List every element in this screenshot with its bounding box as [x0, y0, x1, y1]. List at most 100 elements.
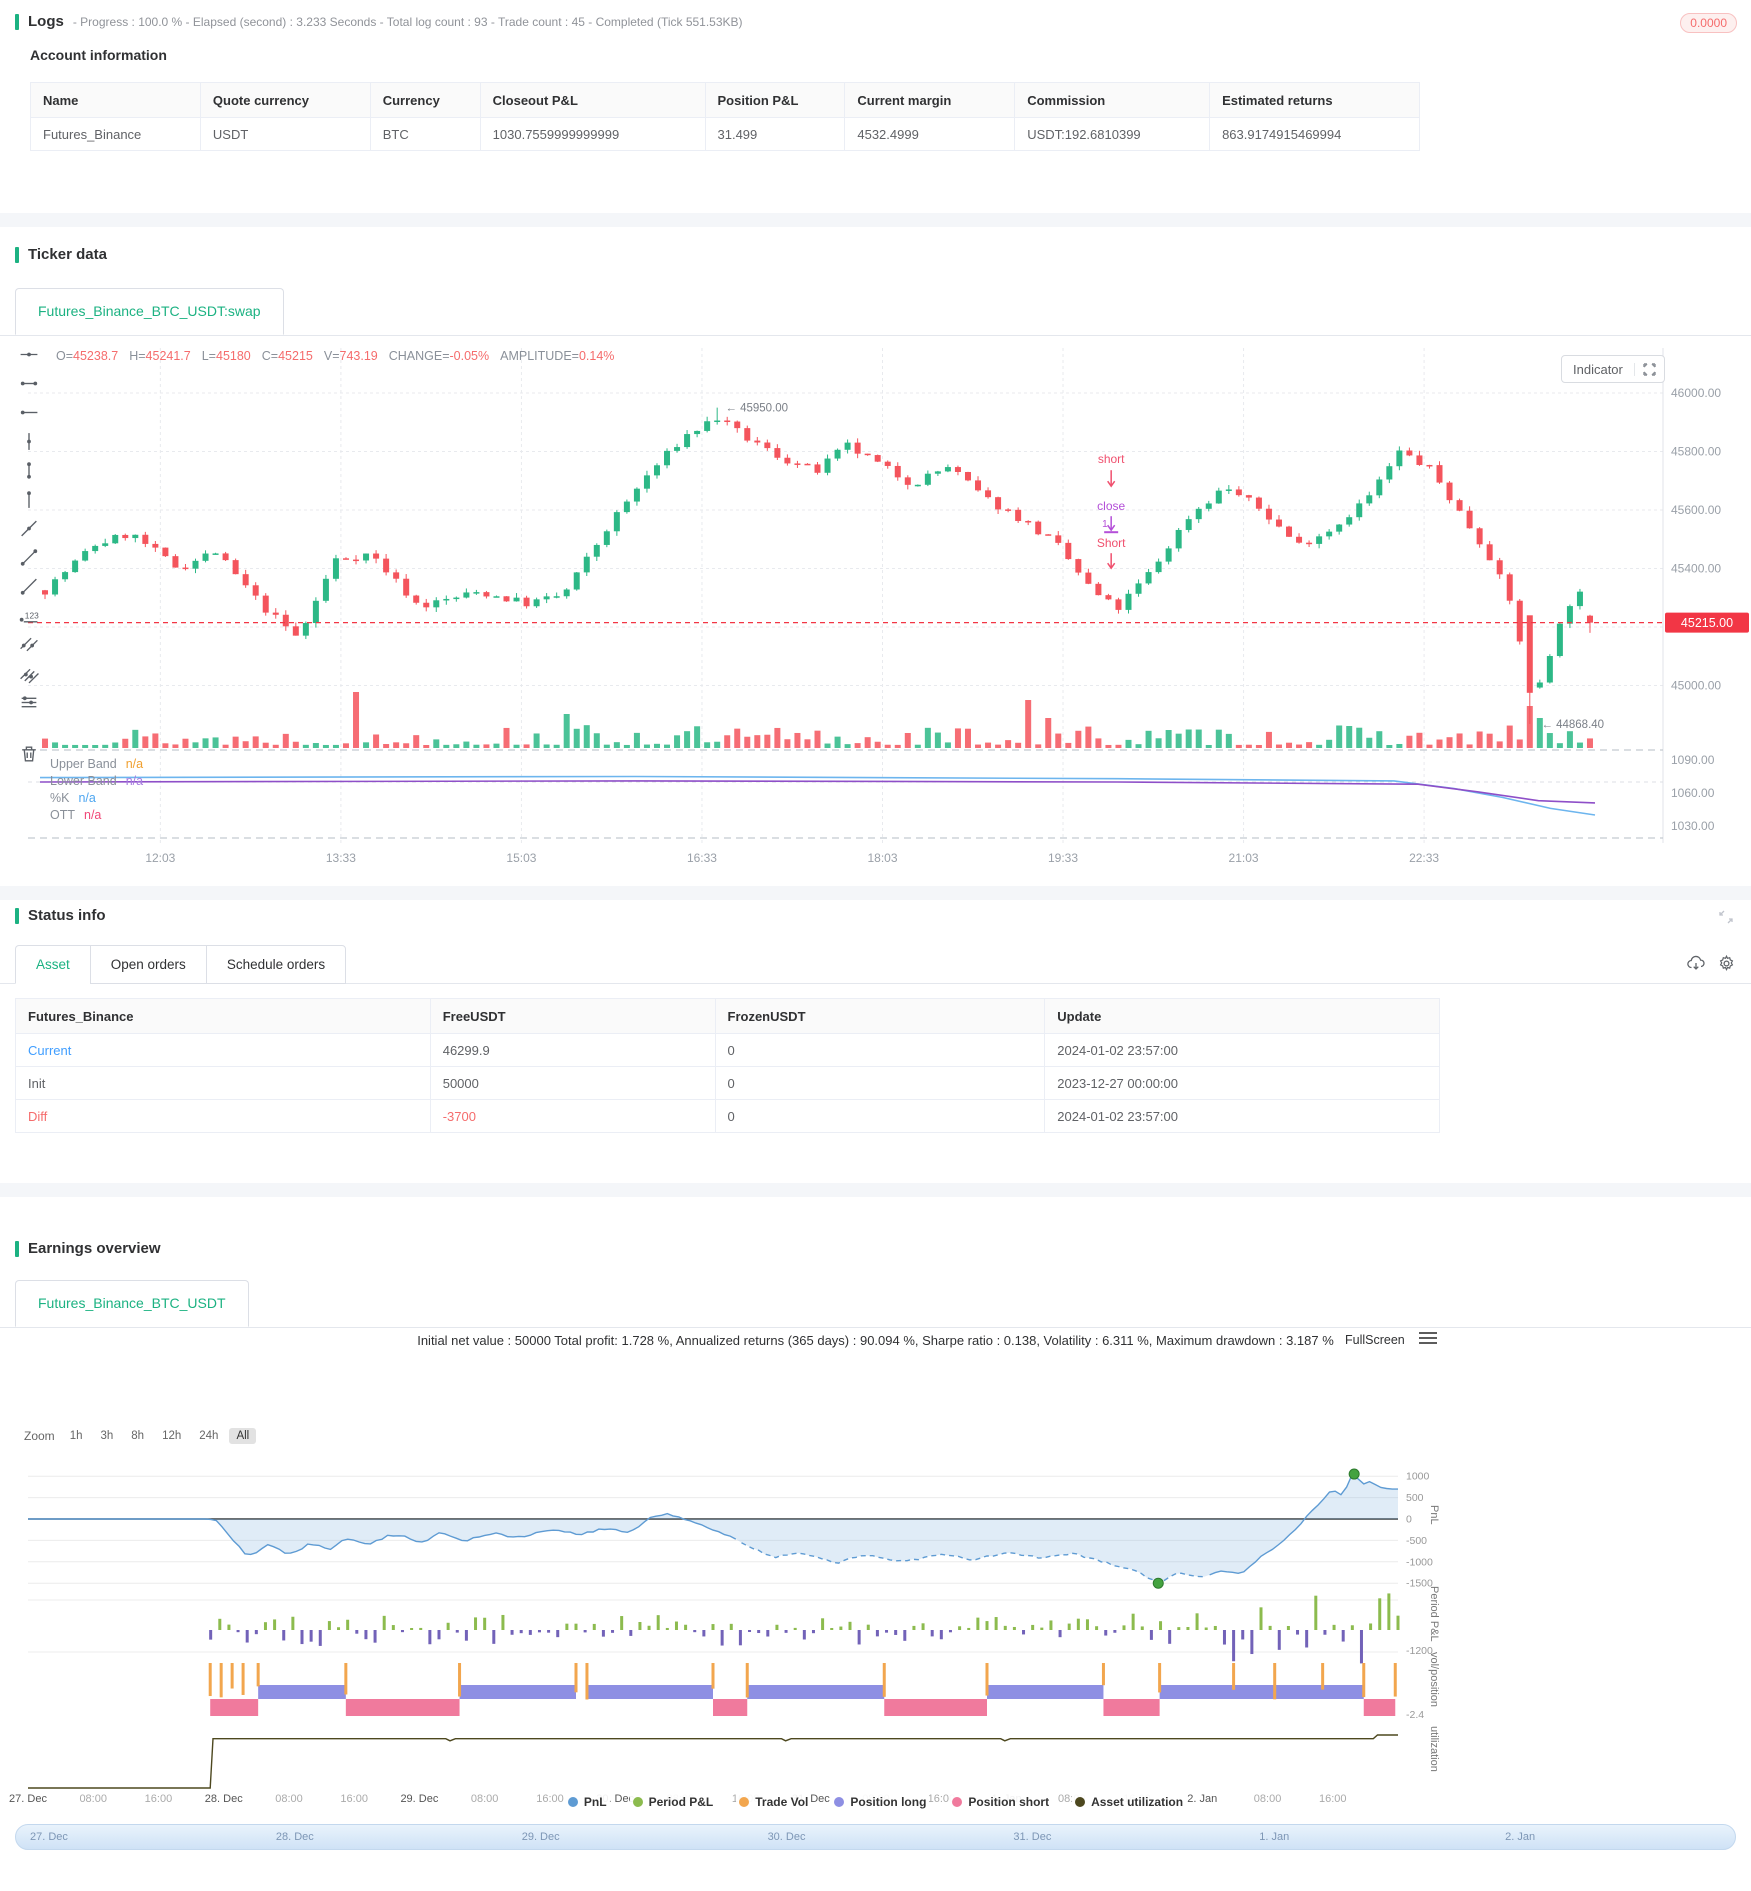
volume-bar — [985, 742, 992, 748]
fullscreen-expand-icon[interactable] — [1633, 362, 1664, 376]
indicator-axis-label: 1090.00 — [1671, 753, 1715, 767]
indicator-button-label: Indicator — [1573, 361, 1623, 377]
status-tab-schedule-orders[interactable]: Schedule orders — [205, 945, 347, 984]
candle — [312, 600, 319, 624]
collapse-icon[interactable] — [1719, 910, 1733, 929]
volume-bar — [694, 726, 701, 748]
volume-bar — [1195, 729, 1202, 748]
menu-hamburger-icon[interactable] — [1418, 1331, 1437, 1348]
candle — [623, 501, 630, 513]
status-tab-asset[interactable]: Asset — [15, 945, 91, 984]
horizontal-line-icon[interactable] — [18, 344, 40, 365]
volume-bar — [714, 741, 721, 748]
ticker-symbol-tab[interactable]: Futures_Binance_BTC_USDT:swap — [15, 288, 284, 335]
volume-bar — [904, 732, 911, 748]
candle — [1576, 591, 1583, 607]
cell-quote-currency: USDT — [199, 117, 371, 151]
volume-bar — [593, 733, 600, 748]
parallel-channel-icon[interactable] — [18, 634, 40, 655]
period-pnl-bar — [455, 1630, 459, 1633]
col-position-pnl: Position P&L — [704, 82, 846, 118]
candle — [112, 534, 119, 544]
vertical-ray-icon[interactable] — [18, 489, 40, 510]
asset-row-diff: Diff -3700 0 2024-01-02 23:57:00 — [15, 1099, 1440, 1133]
candle — [1586, 615, 1593, 623]
multi-parallel-icon[interactable] — [18, 663, 40, 684]
vertical-line-icon[interactable] — [18, 431, 40, 452]
period-pnl-bar — [1341, 1630, 1345, 1642]
tab-underline — [0, 335, 1751, 336]
candle — [1406, 450, 1413, 456]
pnl-line — [741, 1542, 1204, 1584]
period-pnl-bar — [866, 1624, 870, 1630]
trash-icon[interactable] — [18, 743, 40, 764]
navigator-date-label: 27. Dec — [30, 1831, 68, 1843]
trend-ray-icon[interactable] — [18, 576, 40, 597]
volume-bar — [252, 736, 259, 748]
period-pnl-bar — [1067, 1623, 1071, 1630]
time-axis-label: 16:33 — [687, 851, 717, 865]
horizontal-segment-icon[interactable] — [18, 373, 40, 394]
timeline-navigator[interactable]: 27. Dec 28. Dec 29. Dec 30. Dec 31. Dec 1. Ja… — [15, 1824, 1736, 1850]
candle — [894, 465, 901, 478]
period-pnl-bar — [720, 1630, 724, 1646]
zoom-option-1h[interactable]: 1h — [69, 1430, 83, 1442]
volume-bar — [1015, 742, 1022, 748]
candle — [1286, 526, 1293, 537]
legend-item-period-p&l[interactable]: Period P&L — [629, 1794, 717, 1810]
status-tab-open-orders[interactable]: Open orders — [89, 945, 207, 984]
price-levels-icon[interactable] — [18, 692, 40, 713]
zoom-option-3h[interactable]: 3h — [100, 1430, 114, 1442]
pnl-axis-label: 1000 — [1406, 1471, 1430, 1483]
zoom-option-12h[interactable]: 12h — [162, 1430, 182, 1442]
period-pnl-bar — [921, 1623, 925, 1630]
period-pnl-bar — [510, 1630, 514, 1635]
legend-item-position-short[interactable]: Position short — [949, 1794, 1053, 1810]
candle — [643, 475, 650, 489]
download-icon[interactable] — [1687, 955, 1705, 977]
legend-item-trade-vol[interactable]: Trade Vol — [736, 1794, 812, 1810]
ohlc-item: AMPLITUDE=0.14% — [500, 349, 615, 363]
legend-item-pnl[interactable]: PnL — [564, 1794, 610, 1810]
candle — [1225, 489, 1232, 491]
candle — [1135, 583, 1142, 594]
col-name: Name — [30, 82, 201, 118]
candle — [453, 597, 460, 600]
volume-bar — [1155, 738, 1162, 748]
current-update: 2024-01-02 23:57:00 — [1044, 1033, 1440, 1067]
volume-bar — [1035, 744, 1042, 748]
period-pnl-bar — [775, 1624, 779, 1630]
volume-bar — [463, 741, 470, 748]
price-note-icon[interactable]: 123 — [18, 605, 40, 626]
earnings-chart[interactable]: 1000 500 0 -500 -1000 -1500 -1200 -2.4 — [0, 1452, 1460, 1800]
candle — [383, 558, 390, 573]
candle — [1436, 465, 1443, 483]
fullscreen-control[interactable]: FullScreen — [1345, 1331, 1437, 1348]
zoom-option-24h[interactable]: 24h — [199, 1430, 219, 1442]
zoom-option-all[interactable]: All — [229, 1428, 257, 1444]
horizontal-ray-icon[interactable] — [18, 402, 40, 423]
col-current-margin: Current margin — [844, 82, 1016, 118]
pnl-extreme-marker — [1348, 1468, 1360, 1480]
earnings-symbol-tab[interactable]: Futures_Binance_BTC_USDT — [15, 1280, 249, 1327]
legend-item-asset-utilization[interactable]: Asset utilization — [1072, 1794, 1187, 1810]
zoom-option-8h[interactable]: 8h — [131, 1430, 145, 1442]
trend-segment-icon[interactable] — [18, 547, 40, 568]
trade-vol-bar — [1321, 1663, 1325, 1690]
row-label-current[interactable]: Current — [15, 1033, 431, 1067]
period-pnl-bar — [939, 1630, 943, 1640]
legend-item-position-long[interactable]: Position long — [831, 1794, 930, 1810]
volume-bar — [1185, 729, 1192, 748]
period-pnl-bar — [958, 1626, 962, 1630]
period-pnl-bar — [501, 1614, 505, 1630]
init-free: 50000 — [429, 1066, 716, 1100]
earnings-x-label: 16:00 — [1319, 1793, 1347, 1805]
period-pnl-bar — [1305, 1630, 1309, 1648]
volume-bar — [453, 744, 460, 748]
vertical-segment-icon[interactable] — [18, 460, 40, 481]
settings-gear-icon[interactable] — [1718, 954, 1735, 977]
trend-line-icon[interactable] — [18, 518, 40, 539]
indicator-button[interactable]: Indicator — [1561, 355, 1665, 383]
period-pnl-bar — [711, 1624, 715, 1630]
candlestick-chart[interactable]: 46000.0045800.0045600.0045400.0045200.00… — [15, 338, 1751, 883]
